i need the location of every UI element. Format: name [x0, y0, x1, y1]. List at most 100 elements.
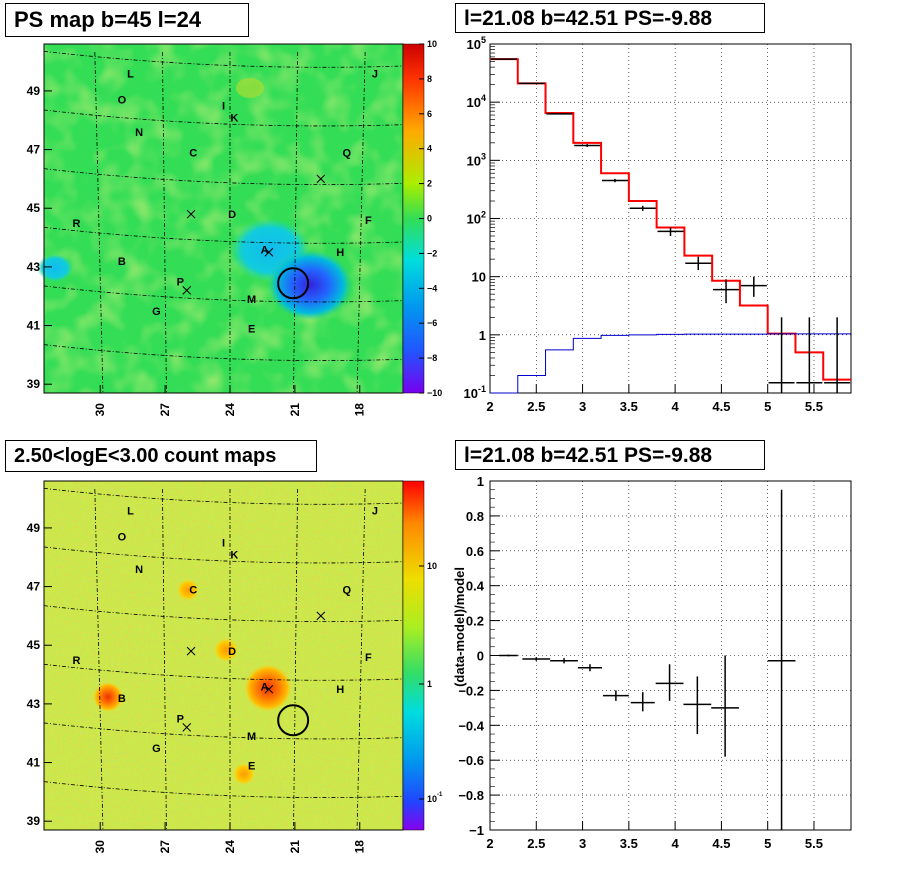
source-label-C: C — [189, 148, 197, 160]
count-map-source-C — [177, 579, 199, 601]
y-tick-label: 45 — [27, 201, 41, 215]
graticule-lat-line — [43, 50, 404, 68]
cross-marker — [186, 646, 196, 656]
cross-marker — [264, 684, 274, 694]
y-tick-label: 1 — [479, 328, 486, 343]
x-tick-label: 4.5 — [712, 399, 730, 414]
y-tick-label: 0.2 — [466, 614, 484, 629]
y-tick-label: 103 — [467, 151, 486, 168]
colorbar-tick-label: 10-1 — [427, 792, 443, 804]
ps-map-panel — [37, 43, 425, 394]
y-tick-label: 0 — [477, 649, 484, 664]
graticule-lon-line — [162, 51, 167, 394]
source-label-H: H — [336, 247, 344, 259]
x-tick-label: 30 — [93, 403, 107, 417]
y-tick-label: −0.4 — [458, 718, 484, 733]
source-label-I: I — [222, 538, 225, 550]
x-tick-label: 21 — [288, 840, 302, 854]
y-tick-label: 47 — [27, 143, 41, 157]
x-tick-label: 4 — [672, 399, 680, 414]
count-map-source-E — [233, 763, 255, 785]
count-map-source-B — [93, 682, 123, 712]
y-tick-label: 43 — [27, 260, 41, 274]
source-label-O: O — [118, 532, 127, 544]
x-tick-label: 3.5 — [620, 836, 638, 851]
spectrum-title: l=21.08 b=42.51 PS=-9.88 — [455, 3, 765, 33]
source-label-R: R — [72, 655, 80, 667]
graticule-lon-line — [94, 51, 104, 394]
graticule-lon-line — [356, 51, 366, 394]
colorbar-tick-label: −2 — [427, 248, 437, 258]
x-tick-label: 18 — [353, 840, 367, 854]
source-label-G: G — [152, 743, 161, 755]
graticule-lat-line — [43, 285, 404, 303]
x-tick-label: 2 — [486, 399, 493, 414]
y-tick-label: −1 — [469, 823, 484, 838]
colorbar-tick-label: 1 — [427, 679, 432, 689]
residual-y-axis-label: (data-model)/model — [452, 567, 467, 687]
y-tick-label: 0.8 — [466, 509, 484, 524]
y-tick-label: 49 — [27, 84, 41, 98]
graticule-lat-line — [43, 546, 404, 564]
graticule-lat-line — [43, 168, 404, 186]
ps-position-circle — [277, 267, 310, 300]
x-tick-label: 5.5 — [805, 836, 823, 851]
colorbar-tick-label: 8 — [427, 74, 432, 84]
cross-marker — [182, 722, 192, 732]
graticule-lat-line — [43, 487, 404, 505]
ps-map-negative-region — [268, 250, 352, 320]
graticule-lat-line — [43, 344, 404, 361]
residual-title: l=21.08 b=42.51 PS=-9.88 — [455, 440, 765, 470]
graticule-lon-line — [293, 488, 298, 831]
colorbar-tick-label: 0 — [427, 214, 432, 224]
graticule-lon-line — [293, 51, 298, 394]
source-label-D: D — [228, 646, 236, 658]
source-label-G: G — [152, 306, 161, 318]
y-tick-label: 105 — [467, 35, 486, 52]
colorbar-tick-label: 10 — [427, 39, 437, 49]
graticule-lat-line — [43, 722, 404, 740]
y-tick-label: 41 — [27, 319, 41, 333]
y-tick-label: 0.4 — [466, 579, 485, 594]
y-tick-label: 49 — [27, 521, 41, 535]
count-map-source-D — [214, 638, 238, 662]
x-tick-label: 3 — [579, 836, 586, 851]
x-tick-label: 2 — [486, 836, 493, 851]
x-tick-label: 5.5 — [805, 399, 823, 414]
y-tick-label: 39 — [27, 377, 41, 391]
x-tick-label: 4.5 — [712, 836, 730, 851]
ps-map-texture — [44, 44, 403, 393]
count-map-panel — [43, 480, 425, 831]
graticule-lat-line — [43, 605, 404, 623]
y-tick-label: 10-1 — [464, 384, 486, 401]
source-label-H: H — [336, 684, 344, 696]
source-label-I: I — [222, 101, 225, 113]
x-tick-label: 3.5 — [620, 399, 638, 414]
x-tick-label: 5 — [764, 399, 771, 414]
source-label-Q: Q — [342, 148, 351, 160]
cross-marker — [186, 209, 196, 219]
source-label-E: E — [248, 323, 255, 335]
y-tick-label: 47 — [27, 580, 41, 594]
source-label-R: R — [72, 218, 80, 230]
spectrum-model_ps-line — [490, 333, 851, 394]
cross-marker — [264, 247, 274, 257]
y-tick-label: 45 — [27, 638, 41, 652]
y-tick-label: 1 — [477, 474, 484, 489]
colorbar-tick-label: 4 — [427, 144, 432, 154]
count-map-title: 2.50<logE<3.00 count maps — [5, 440, 317, 472]
x-tick-label: 24 — [223, 840, 237, 854]
source-label-K: K — [230, 112, 238, 124]
source-label-L: L — [127, 505, 134, 517]
ps-map-title: PS map b=45 l=24 — [5, 3, 249, 37]
source-label-A: A — [261, 681, 269, 693]
source-label-J: J — [372, 505, 378, 517]
y-tick-label: 0.6 — [466, 544, 484, 559]
colorbar-tick-label: −8 — [427, 353, 437, 363]
source-label-F: F — [365, 652, 372, 664]
cross-marker — [316, 611, 326, 621]
y-tick-label: −0.2 — [458, 683, 484, 698]
y-tick-label: 39 — [27, 814, 41, 828]
graticule-lat-line — [43, 109, 404, 127]
x-tick-label: 21 — [288, 403, 302, 417]
